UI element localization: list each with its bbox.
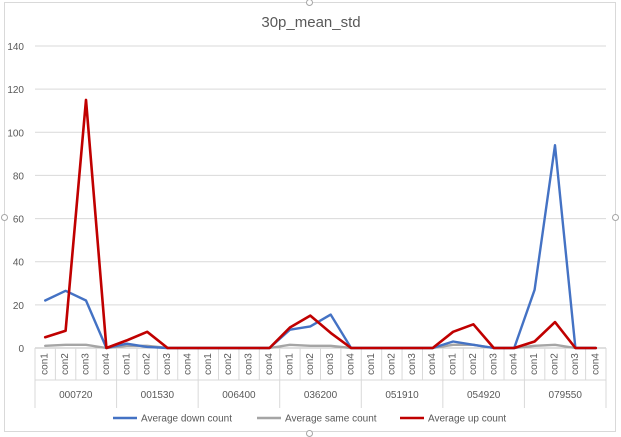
- x-group-label: 006400: [222, 390, 256, 401]
- x-sub-label: con3: [80, 353, 91, 375]
- y-tick-label: 40: [13, 258, 25, 269]
- legend-label: Average down count: [141, 414, 232, 425]
- x-group-label: 054920: [467, 390, 501, 401]
- x-sub-label: con2: [468, 353, 479, 375]
- x-sub-label: con1: [40, 353, 51, 375]
- x-group-label: 000720: [59, 390, 93, 401]
- series-line-average-up-count: [43, 98, 598, 350]
- x-sub-label: con1: [448, 353, 459, 375]
- series-lines: [43, 98, 598, 350]
- x-sub-label: con4: [182, 353, 193, 375]
- x-sub-label: con1: [203, 353, 214, 375]
- x-sub-label: con2: [223, 353, 234, 375]
- y-tick-label: 60: [13, 215, 25, 226]
- x-group-label: 051910: [385, 390, 419, 401]
- x-sub-label: con4: [264, 353, 275, 375]
- resize-handle-left[interactable]: [1, 214, 8, 221]
- y-tick-label: 80: [13, 171, 25, 182]
- legend: Average down count Average same count Aver…: [113, 414, 506, 425]
- x-sub-label: con1: [121, 353, 132, 375]
- x-sub-label: con2: [142, 353, 153, 375]
- y-tick-label: 100: [7, 128, 24, 139]
- x-sub-label: con3: [407, 353, 418, 375]
- x-sub-label: con1: [529, 353, 540, 375]
- x-sub-label: con4: [509, 353, 520, 375]
- x-sub-label: con1: [366, 353, 377, 375]
- x-sub-label: con3: [244, 353, 255, 375]
- x-sub-label: con2: [60, 353, 71, 375]
- y-tick-label: 120: [7, 85, 24, 96]
- y-tick-label: 0: [18, 344, 24, 355]
- y-tick-label: 20: [13, 301, 25, 312]
- x-sub-label: con4: [346, 353, 357, 375]
- x-sub-label: con4: [427, 353, 438, 375]
- y-axis: 0 20 40 60 80 100 120 140: [7, 42, 24, 355]
- x-sub-label: con4: [590, 353, 601, 375]
- legend-label: Average up count: [428, 414, 506, 425]
- x-axis: con1 con2 con3 con4 con1 con2 con3 con4 con1 con2…: [34, 347, 607, 408]
- x-sub-label: con3: [570, 353, 581, 375]
- x-sub-label: con2: [386, 353, 397, 375]
- y-tick-label: 140: [7, 42, 24, 53]
- x-group-label: 001530: [141, 390, 175, 401]
- x-group-label: 036200: [304, 390, 338, 401]
- x-sub-label: con3: [162, 353, 173, 375]
- x-sub-label: con2: [550, 353, 561, 375]
- x-sub-label: con3: [488, 353, 499, 375]
- x-sub-label: con3: [325, 353, 336, 375]
- gridlines: [35, 45, 606, 306]
- resize-handle-top[interactable]: [306, 0, 313, 6]
- resize-handle-right[interactable]: [612, 214, 619, 221]
- x-sub-label: con4: [101, 353, 112, 375]
- x-sub-label: con1: [284, 353, 295, 375]
- chart-title: 30p_mean_std: [261, 14, 360, 31]
- legend-label: Average same count: [285, 414, 377, 425]
- x-group-label: 079550: [549, 390, 583, 401]
- x-sub-label: con2: [305, 353, 316, 375]
